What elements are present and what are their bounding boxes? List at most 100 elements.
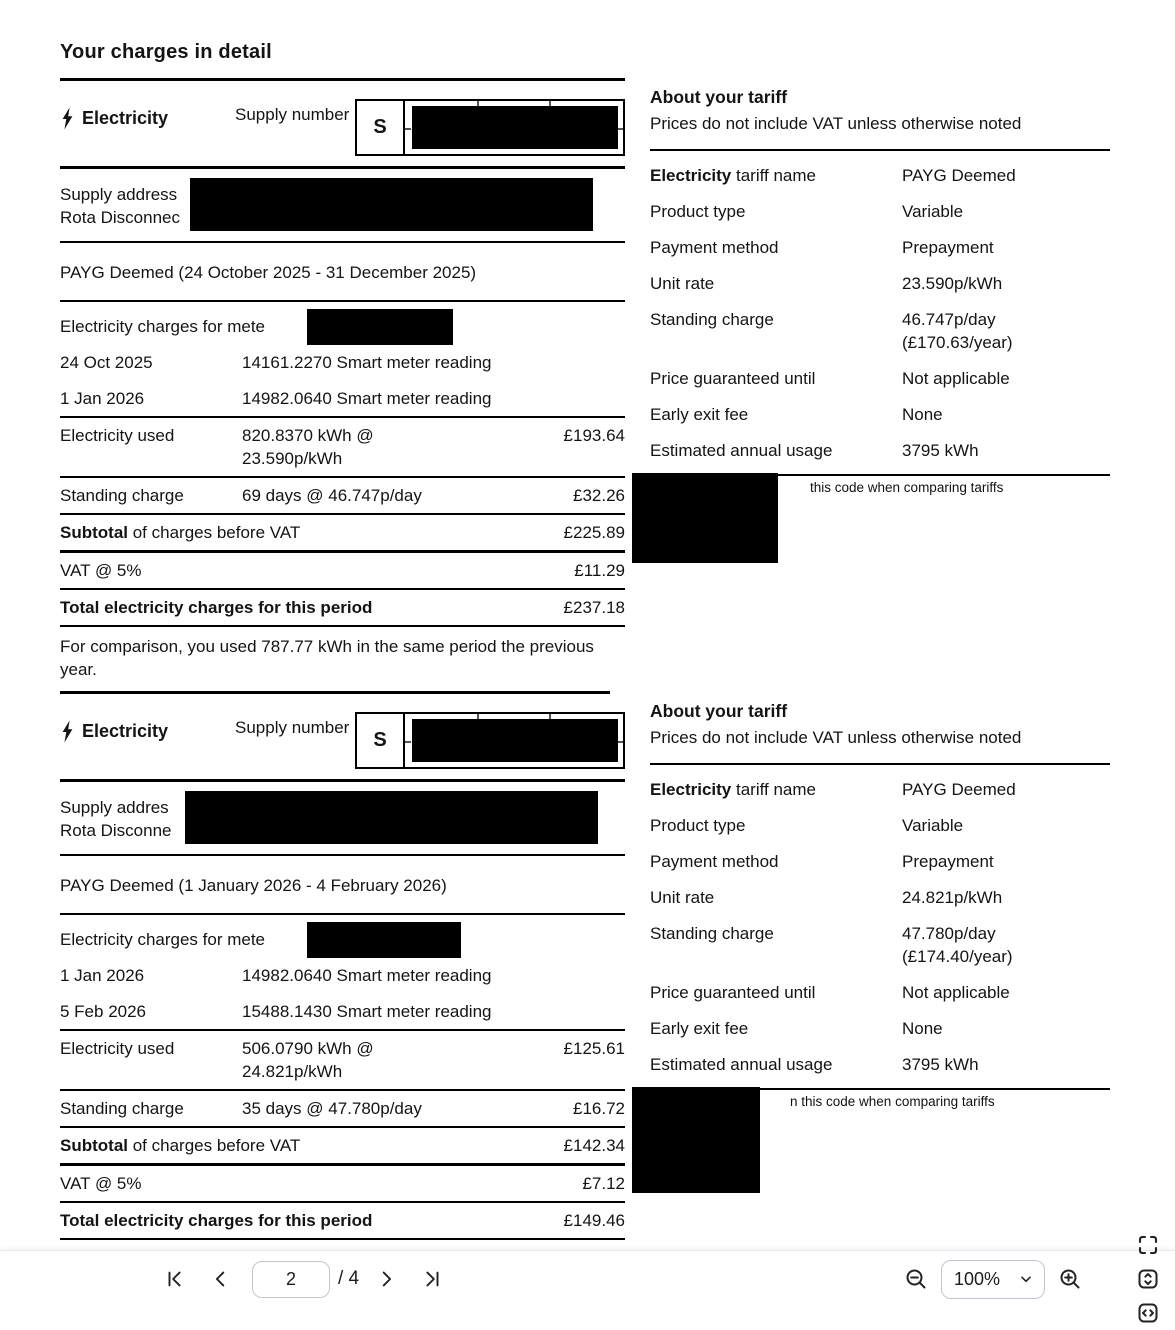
row-label: Unit rate (650, 888, 715, 907)
tariff-row-annual-usage: Estimated annual usage 3795 kWh (650, 1053, 1110, 1076)
tariff-row-unit-rate: Unit rate 23.590p/kWh (650, 272, 1110, 295)
redaction-box (190, 178, 593, 231)
meter-reading-row: 1 Jan 2026 14982.0640 Smart meter readin… (60, 964, 625, 987)
fullscreen-button[interactable] (1131, 1228, 1165, 1262)
row-label: Payment method (650, 238, 779, 257)
last-page-button[interactable] (415, 1262, 449, 1296)
zoom-in-button[interactable] (1053, 1262, 1087, 1296)
chevron-down-icon (1021, 1276, 1031, 1283)
previous-page-button[interactable] (204, 1262, 238, 1296)
supply-address-line2: Rota Disconnec (60, 208, 181, 227)
supply-address-line2: Rota Disconne (60, 821, 172, 840)
row-value: PAYG Deemed (902, 166, 1016, 185)
supply-number-label: Supply number (235, 718, 350, 737)
supply-address-line1: Supply addres (60, 798, 169, 817)
tariff-row-annual-usage: Estimated annual usage 3795 kWh (650, 439, 1110, 462)
row-amount: £149.46 (563, 1211, 625, 1230)
redaction-box (307, 922, 461, 958)
chevron-right-icon (382, 1271, 392, 1287)
subtotal-row: Subtotal of charges before VAT £142.34 (60, 1126, 625, 1166)
vat-row: VAT @ 5% £7.12 (60, 1166, 625, 1203)
tariff-vat-note: Prices do not include VAT unless otherwi… (650, 114, 1022, 133)
redaction-box (412, 106, 618, 149)
row-label: Estimated annual usage (650, 1055, 833, 1074)
tariff-row-payment-method: Payment method Prepayment (650, 850, 1110, 873)
row-amount: £32.26 (573, 486, 625, 505)
tariff-vat-note: Prices do not include VAT unless otherwi… (650, 728, 1022, 747)
comparison-note: For comparison, you used 787.77 kWh in t… (60, 627, 610, 694)
supply-number-label: Supply number (235, 105, 350, 124)
total-row: Total electricity charges for this perio… (60, 1203, 625, 1240)
zoom-level-select[interactable]: 100% (941, 1259, 1045, 1299)
fuel-header: Electricity Supply number S (60, 99, 625, 169)
first-page-button[interactable] (158, 1262, 192, 1296)
skip-to-first-icon (168, 1271, 181, 1287)
tariff-row-early-exit: Early exit fee None (650, 1017, 1110, 1040)
supply-address: Supply address Rota Disconnec (60, 169, 625, 243)
tariff-row-product-type: Product type Variable (650, 814, 1110, 837)
reading-value: 14982.0640 Smart meter reading (242, 389, 492, 408)
row-value: 23.590p/kWh (902, 274, 1003, 293)
tariff-comparison-code: n this code when comparing tariffs (632, 1087, 1110, 1193)
tariff-table: Electricity tariff name PAYG Deemed Prod… (650, 778, 1110, 1090)
electricity-used-row: Electricity used 820.8370 kWh @ 23.590p/… (60, 416, 625, 476)
supply-address-line1: Supply address (60, 185, 178, 204)
reading-value: 14982.0640 Smart meter reading (242, 966, 492, 985)
row-label: Standing charge (60, 486, 184, 505)
row-label: Standing charge (60, 1099, 184, 1118)
bill-document: Your charges in detail Electricity Suppl… (60, 40, 1110, 1250)
page-count-label: / 4 (338, 1268, 360, 1289)
row-detail: 506.0790 kWh @ 24.821p/kWh (242, 1039, 374, 1081)
page-navigation: / 4 (152, 1260, 455, 1298)
row-value: None (902, 1019, 943, 1038)
tariff-row-early-exit: Early exit fee None (650, 403, 1110, 426)
fit-height-button[interactable] (1131, 1262, 1165, 1296)
row-label: Electricity used (60, 1039, 175, 1058)
tcr-note: this code when comparing tariffs (810, 480, 1004, 495)
vertical-arrows-icon (1138, 1269, 1158, 1289)
meter-reading-row: 1 Jan 2026 14982.0640 Smart meter readin… (60, 387, 625, 410)
charges-column: Your charges in detail Electricity Suppl… (60, 40, 625, 1250)
row-label: Standing charge (650, 924, 774, 943)
tariff-row-standing-charge: Standing charge 46.747p/day (£170.63/yea… (650, 308, 1110, 354)
row-value: Prepayment (902, 852, 994, 871)
row-label: Price guaranteed until (650, 983, 816, 1002)
redaction-box (307, 309, 453, 345)
zoom-out-button[interactable] (899, 1262, 933, 1296)
reading-value: 14161.2270 Smart meter reading (242, 353, 492, 372)
row-detail: 69 days @ 46.747p/day (242, 486, 422, 505)
total-row: Total electricity charges for this perio… (60, 590, 625, 627)
row-amount: £142.34 (563, 1136, 625, 1155)
row-value: 3795 kWh (902, 1055, 979, 1074)
row-label: Electricity used (60, 426, 175, 445)
row-label: Subtotal of charges before VAT (60, 523, 301, 542)
row-value: 47.780p/day (£174.40/year) (902, 924, 1013, 966)
row-label: Estimated annual usage (650, 441, 833, 460)
row-label: Product type (650, 816, 746, 835)
skip-to-last-icon (426, 1271, 439, 1287)
row-label: VAT @ 5% (60, 561, 142, 580)
supply-number-s: S (357, 101, 405, 154)
fuel-header: Electricity Supply number S (60, 712, 625, 782)
page-number-input[interactable] (252, 1260, 330, 1298)
row-value: Prepayment (902, 238, 994, 257)
row-value: 24.821p/kWh (902, 888, 1003, 907)
fit-width-button[interactable] (1131, 1296, 1165, 1330)
vat-row: VAT @ 5% £11.29 (60, 553, 625, 590)
redaction-box (185, 791, 598, 844)
row-value: Variable (902, 202, 964, 221)
row-amount: £225.89 (563, 523, 625, 542)
row-label: Standing charge (650, 310, 774, 329)
row-amount: £125.61 (563, 1039, 625, 1058)
row-value: 46.747p/day (£170.63/year) (902, 310, 1013, 352)
reading-date: 24 Oct 2025 (60, 353, 153, 372)
fuel-label: Electricity (82, 721, 169, 741)
redaction-box (632, 1087, 760, 1193)
tariff-row-name: Electricity tariff name PAYG Deemed (650, 164, 1110, 187)
row-value: Variable (902, 816, 964, 835)
subtotal-row: Subtotal of charges before VAT £225.89 (60, 513, 625, 553)
reading-value: 15488.1430 Smart meter reading (242, 1002, 492, 1021)
row-value: Not applicable (902, 369, 1010, 388)
next-page-button[interactable] (369, 1262, 403, 1296)
lightning-bolt-icon (60, 720, 73, 743)
